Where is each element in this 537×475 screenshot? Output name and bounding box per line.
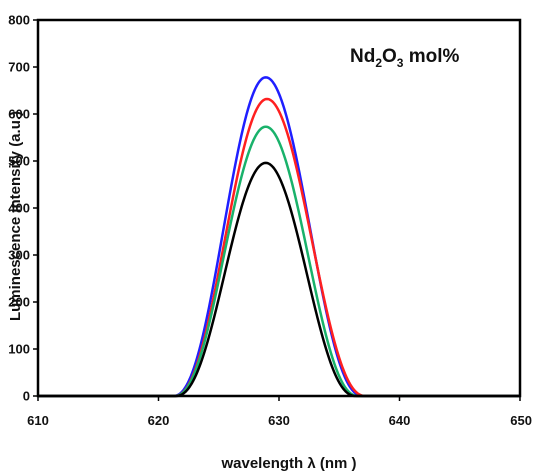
annotation-subscript-1: 2 (375, 56, 382, 70)
y-tick-label: 600 (8, 107, 30, 122)
y-tick-label: 100 (8, 342, 30, 357)
y-tick-label: 300 (8, 248, 30, 263)
series-line-3 (37, 125, 521, 398)
series-line-4 (37, 161, 521, 398)
y-tick-label: 500 (8, 154, 30, 169)
composition-annotation: Nd2O3 mol% (350, 46, 460, 70)
x-tick-label: 610 (27, 413, 49, 428)
x-tick-label: 620 (148, 413, 170, 428)
x-tick-label: 650 (510, 413, 532, 428)
y-tick-label: 800 (8, 13, 30, 28)
y-axis-title: Luminescence intensity (a.u.) (7, 111, 24, 321)
y-tick-label: 400 (8, 201, 30, 216)
series-line-1 (37, 76, 521, 398)
x-tick-label: 630 (268, 413, 290, 428)
y-tick-label: 700 (8, 60, 30, 75)
series-layer (37, 76, 521, 398)
x-axis-title: wavelength λ (nm ) (220, 455, 356, 472)
annotation-mid: O (382, 46, 397, 67)
annotation-base: Nd (350, 46, 375, 67)
annotation-subscript-2: 3 (397, 56, 404, 70)
y-tick-label: 0 (23, 389, 30, 404)
plot-area-frame (36, 18, 522, 398)
y-tick-label: 200 (8, 295, 30, 310)
annotation-tail: mol% (403, 46, 459, 67)
axis-ticks: 0 100 200 300 400 500 600 700 800 610 620 630 640 650 (8, 13, 532, 429)
x-tick-label: 640 (389, 413, 411, 428)
